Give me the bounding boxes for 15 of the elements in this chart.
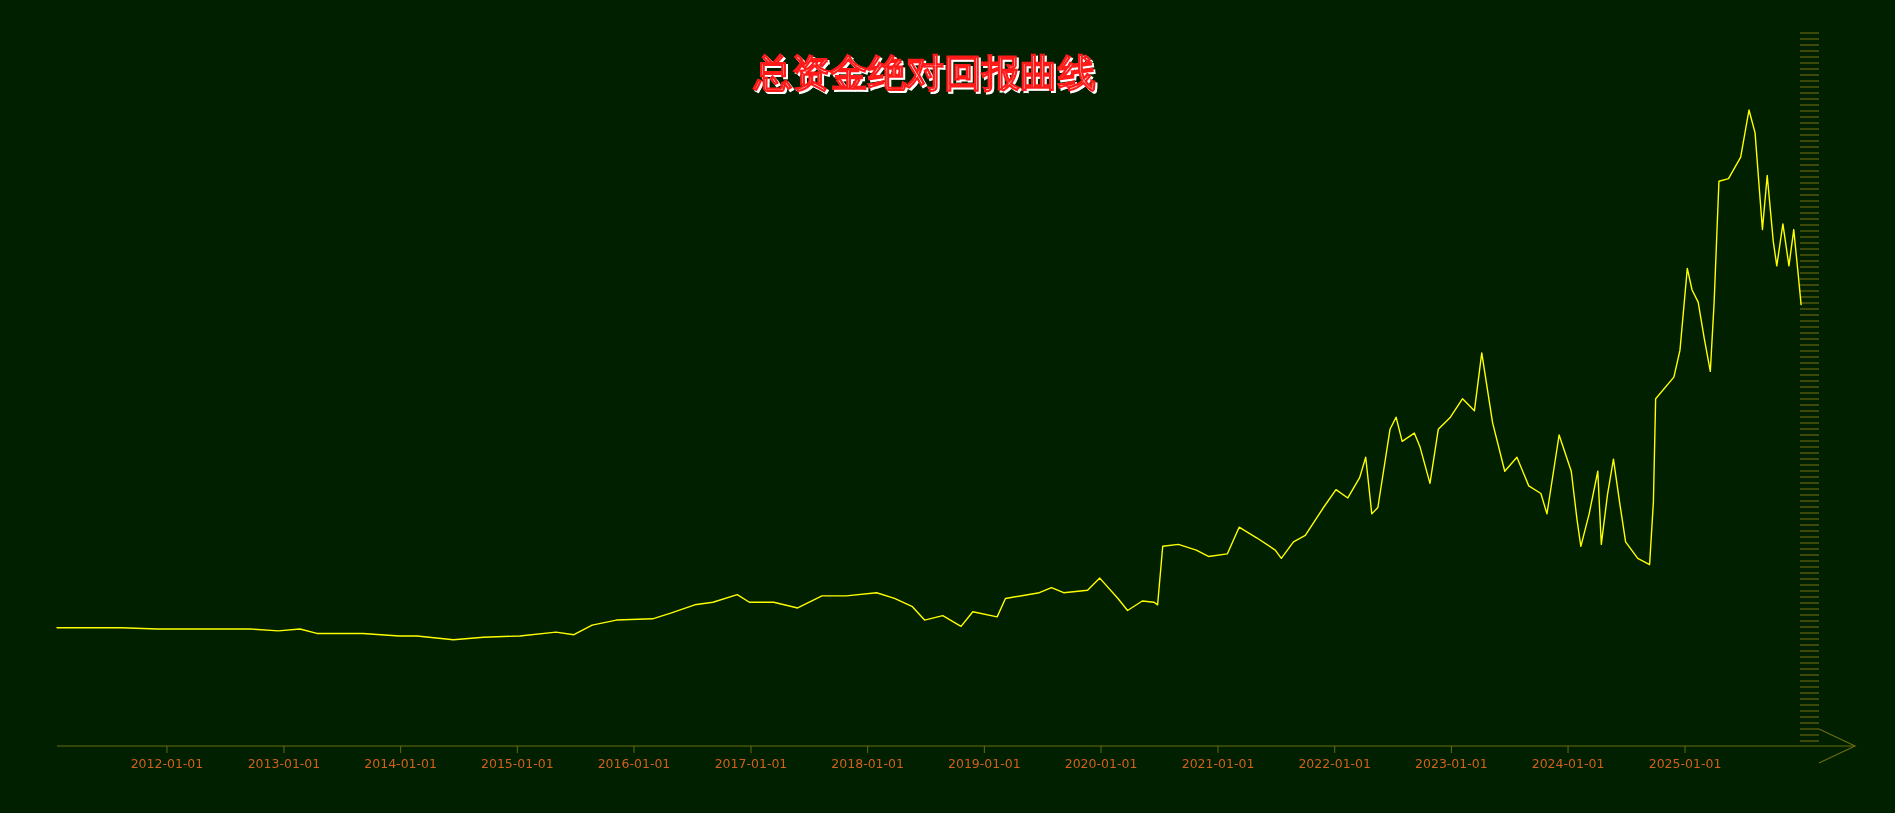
x-tick-label: 2025-01-01 xyxy=(1648,756,1722,771)
x-tick-label: 2019-01-01 xyxy=(948,756,1021,771)
x-tick-label: 2013-01-01 xyxy=(247,756,321,771)
x-tick-label: 2018-01-01 xyxy=(831,756,904,771)
x-tick-label: 2020-01-01 xyxy=(1064,756,1138,771)
x-tick-label: 2023-01-01 xyxy=(1415,756,1488,771)
chart-title: 总资金绝对回报曲线 xyxy=(752,50,1096,95)
x-tick-label: 2014-01-01 xyxy=(364,756,437,771)
x-tick-label: 2015-01-01 xyxy=(480,756,554,771)
x-tick-label: 2017-01-01 xyxy=(714,756,788,771)
x-tick-label: 2021-01-01 xyxy=(1181,756,1255,771)
x-tick-label: 2016-01-01 xyxy=(597,756,671,771)
x-tick-label: 2012-01-01 xyxy=(130,756,204,771)
x-tick-label: 2022-01-01 xyxy=(1298,756,1372,771)
x-tick-label: 2024-01-01 xyxy=(1531,756,1605,771)
